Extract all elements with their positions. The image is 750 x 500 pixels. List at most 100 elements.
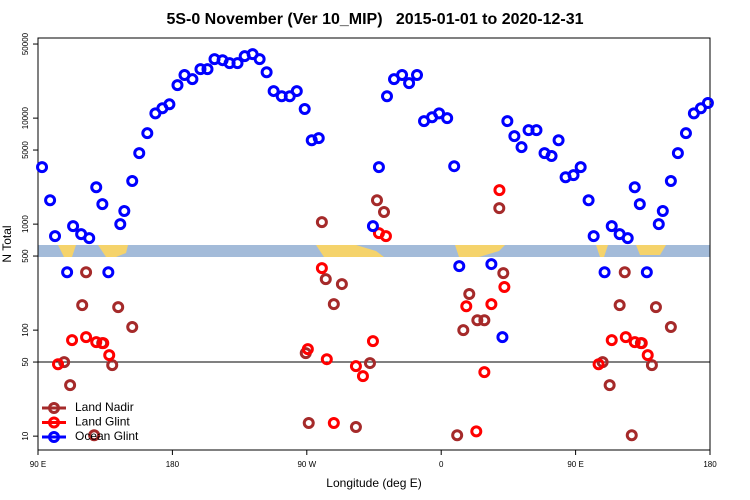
- point: [451, 429, 464, 442]
- point: [501, 115, 514, 128]
- point: [335, 278, 348, 291]
- point: [112, 301, 125, 314]
- point: [471, 314, 484, 327]
- point: [163, 98, 176, 111]
- point: [603, 379, 616, 392]
- y-tick-label: 500: [21, 249, 30, 263]
- point: [49, 230, 62, 243]
- point: [64, 379, 77, 392]
- point: [67, 220, 80, 233]
- point: [253, 53, 266, 66]
- point: [44, 194, 57, 207]
- x-tick-label: 90 E: [30, 460, 46, 469]
- point: [194, 63, 207, 76]
- point: [485, 258, 498, 271]
- point: [641, 349, 654, 362]
- point: [80, 331, 93, 344]
- point: [315, 262, 328, 275]
- legend-marker: [48, 416, 60, 429]
- point: [301, 343, 314, 356]
- point: [605, 334, 618, 347]
- point: [635, 337, 648, 350]
- legend-marker: [48, 431, 60, 443]
- point: [463, 288, 476, 301]
- point: [621, 232, 634, 245]
- y-tick-label: 10: [21, 431, 30, 440]
- point: [370, 194, 383, 207]
- point: [327, 298, 340, 311]
- point: [90, 336, 103, 349]
- point: [171, 79, 184, 92]
- point: [126, 321, 139, 334]
- legend-label: Land Glint: [75, 415, 130, 429]
- point: [628, 181, 641, 194]
- point: [201, 63, 214, 76]
- point: [88, 429, 101, 442]
- point: [186, 73, 199, 86]
- point: [497, 267, 510, 280]
- point: [76, 299, 89, 312]
- point: [640, 266, 653, 279]
- y-tick-label: 10000: [21, 106, 30, 129]
- point: [315, 216, 328, 229]
- point: [379, 230, 392, 243]
- point: [493, 184, 506, 197]
- point: [141, 127, 154, 140]
- point: [478, 314, 491, 327]
- point: [411, 69, 424, 82]
- point: [118, 205, 131, 218]
- point: [396, 69, 409, 82]
- point: [587, 230, 600, 243]
- y-tick-label: 5000: [21, 141, 30, 159]
- point: [36, 161, 49, 174]
- y-tick-label: 50000: [21, 32, 30, 55]
- point: [574, 161, 587, 174]
- point: [231, 57, 244, 70]
- point: [290, 85, 303, 98]
- point: [372, 161, 385, 174]
- legend-label: Ocean Glint: [75, 429, 139, 443]
- x-tick-label: 90 W: [297, 460, 316, 469]
- point: [545, 150, 558, 163]
- x-tick-label: 0: [439, 460, 444, 469]
- point: [508, 130, 521, 143]
- chart-title: 5S-0 November (Ver 10_MIP) 2015-01-01 to…: [166, 11, 583, 28]
- point: [460, 300, 473, 313]
- point: [592, 358, 605, 371]
- point: [61, 266, 74, 279]
- point: [605, 220, 618, 233]
- point: [349, 420, 362, 433]
- point: [470, 425, 483, 438]
- point: [327, 417, 340, 430]
- point: [613, 299, 626, 312]
- x-tick-label: 180: [703, 460, 717, 469]
- map-strip: [38, 245, 710, 257]
- point: [106, 359, 119, 372]
- point: [102, 266, 115, 279]
- point: [453, 260, 466, 273]
- point: [496, 331, 509, 344]
- y-tick-label: 1000: [21, 215, 30, 233]
- point: [380, 90, 393, 103]
- point: [645, 359, 658, 372]
- point: [320, 353, 333, 366]
- plot-frame: [37, 37, 711, 451]
- point: [356, 370, 369, 383]
- legend-label: Land Nadir: [75, 400, 134, 414]
- point: [97, 337, 110, 350]
- point: [493, 202, 506, 215]
- point: [619, 331, 632, 344]
- point: [366, 220, 379, 233]
- point: [96, 198, 109, 211]
- point: [652, 218, 665, 231]
- point: [530, 124, 543, 137]
- legend-marker: [48, 402, 60, 414]
- x-tick-label: 90 E: [567, 460, 583, 469]
- point: [664, 321, 677, 334]
- point: [671, 147, 684, 160]
- point: [664, 175, 677, 188]
- point: [133, 147, 146, 160]
- y-axis-label: N Total: [0, 225, 14, 262]
- point: [83, 232, 96, 245]
